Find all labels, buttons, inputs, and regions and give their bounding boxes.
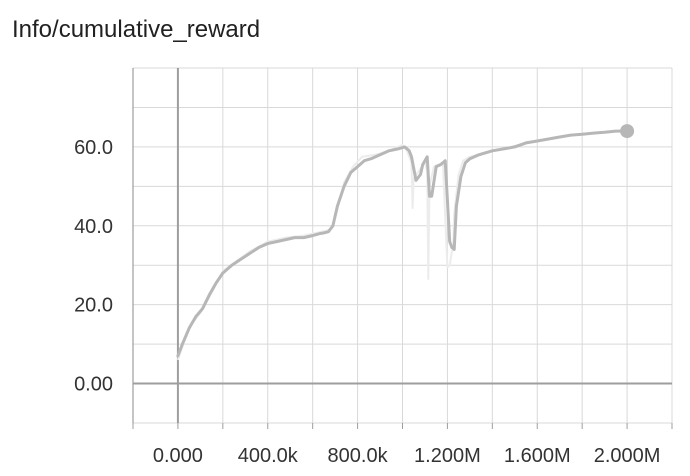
- y-tick-label: 60.0: [74, 137, 113, 159]
- y-tick-label: 40.0: [74, 216, 113, 238]
- x-tick-label: 1.200M: [414, 445, 481, 467]
- chart-title: Info/cumulative_reward: [12, 16, 261, 43]
- x-tick-label: 2.000M: [594, 445, 661, 467]
- series-layer: [176, 124, 635, 361]
- x-tick-label: 800.0k: [328, 445, 389, 467]
- x-tick-label: 0.000: [153, 445, 203, 467]
- x-tick-label: 400.0k: [238, 445, 299, 467]
- y-tick-label: 0.00: [74, 374, 113, 396]
- x-tick-label: 1.600M: [504, 445, 571, 467]
- label-layer: 0.00 20.0 40.0 60.0 0.000 400.0k 800.0k 1.200M 1…: [74, 137, 660, 467]
- series-end-marker: [620, 124, 635, 139]
- grid-layer: [132, 67, 673, 424]
- axis-layer: [132, 68, 673, 429]
- smoothed-series-line: [176, 129, 629, 358]
- y-tick-label: 20.0: [74, 295, 113, 317]
